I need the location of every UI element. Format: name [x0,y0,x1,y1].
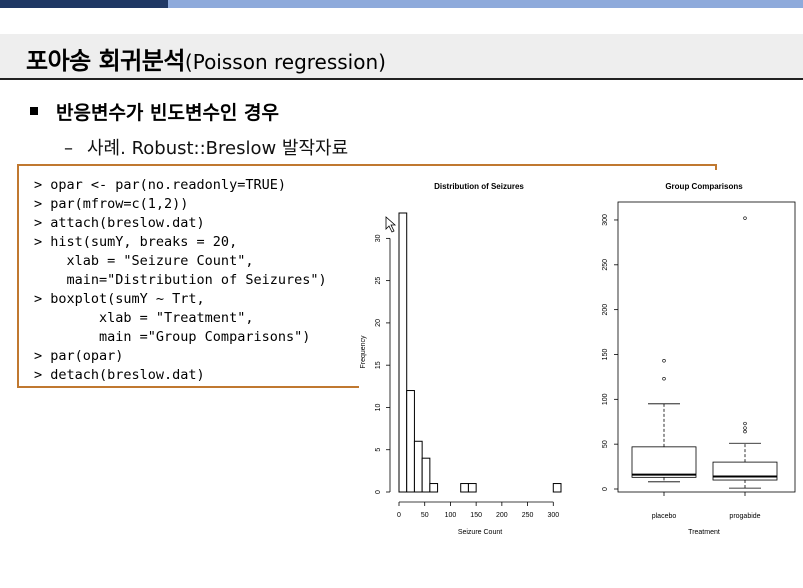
hist-x-label: Seizure Count [458,529,502,536]
hist-y-tick-label: 25 [375,277,382,285]
hist-bar [552,483,562,493]
bullet-text: 반응변수가 빈도변수인 경우 [56,102,279,124]
box-outlier-point [743,429,747,434]
chart-panel: Distribution of Seizures 0 50 100 150 200 250 3… [359,170,803,584]
sub-bullet-text: 사례. Robust::Breslow 발작자료 [87,138,349,159]
hist-x-tick-label: 0 [397,512,401,519]
hist-bar [406,390,415,493]
code-line: > boxplot(sumY ~ Trt, [34,291,205,307]
r-code-block: > opar <- par(no.readonly=TRUE) > par(mf… [34,176,327,385]
code-line: > detach(breslow.dat) [34,367,205,383]
hist-y-label: Frequency [360,335,367,369]
mouse-cursor-icon [385,216,397,233]
top-accent-bar-light [168,0,803,8]
code-line: xlab = "Seizure Count", [66,253,254,269]
hist-x-tick-label: 250 [522,512,534,519]
code-line: main ="Group Comparisons") [99,329,311,345]
hist-y-tick-label: 20 [375,319,382,327]
box-x-tick-label: placebo [652,513,677,520]
box-y-tick-label: 300 [602,214,609,226]
hist-x-tick-label: 100 [445,512,457,519]
box-y-tick-label: 200 [602,304,609,316]
top-accent-bar-dark [0,0,168,8]
dash-bullet: – [64,138,73,159]
title-band [0,34,803,80]
box-plot-frame [617,201,796,493]
hist-bar [398,212,408,493]
code-line: > par(opar) [34,348,124,364]
hist-y-tick-label: 5 [375,448,382,452]
hist-title: Distribution of Seizures [434,182,524,191]
bullet-item: 반응변수가 빈도변수인 경우 [30,98,279,125]
slide-title: 포아송 회귀분석(Poisson regression) [26,41,386,76]
code-line: main="Distribution of Seizures") [66,272,327,288]
box-iqr [631,446,697,478]
slide-title-sub: (Poisson regression) [184,50,386,74]
hist-bar [467,483,477,493]
box-outlier-point [662,376,666,381]
box-title: Group Comparisons [665,182,743,191]
box-x-label: Treatment [688,529,720,536]
box-outlier-point [743,216,747,220]
box-y-tick-label: 150 [602,349,609,361]
hist-bar [429,483,439,493]
box-y-tick-label: 0 [602,487,609,491]
box-y-tick-label: 50 [602,440,609,448]
box-outlier-point [662,359,666,363]
code-line: > opar <- par(no.readonly=TRUE) [34,177,286,193]
box-y-tick-label: 250 [602,259,609,271]
hist-bar [460,483,469,493]
hist-x-tick-label: 300 [547,512,559,519]
box-outlier-point [743,421,747,426]
code-line: > hist(sumY, breaks = 20, [34,234,238,250]
code-line: > attach(breslow.dat) [34,215,205,231]
hist-y-tick-label: 15 [375,361,382,369]
code-line: xlab = "Treatment", [99,310,254,326]
code-line: > par(mfrow=c(1,2)) [34,196,189,212]
hist-y-tick-label: 10 [375,403,382,411]
hist-x-tick-label: 50 [421,512,429,519]
hist-x-tick-label: 200 [496,512,508,519]
box-y-tick-label: 100 [602,393,609,405]
hist-y-tick-label: 30 [375,234,382,242]
hist-x-tick-label: 150 [470,512,482,519]
hist-bar [421,457,431,493]
hist-y-tick-label: 0 [375,490,382,494]
hist-bar [413,440,423,493]
slide-title-main: 포아송 회귀분석 [26,47,185,75]
sub-bullet-item: – 사례. Robust::Breslow 발작자료 [64,134,348,160]
box-x-tick-label: progabide [729,513,760,520]
square-bullet-icon [30,107,38,115]
box-outlier-point [743,426,747,430]
